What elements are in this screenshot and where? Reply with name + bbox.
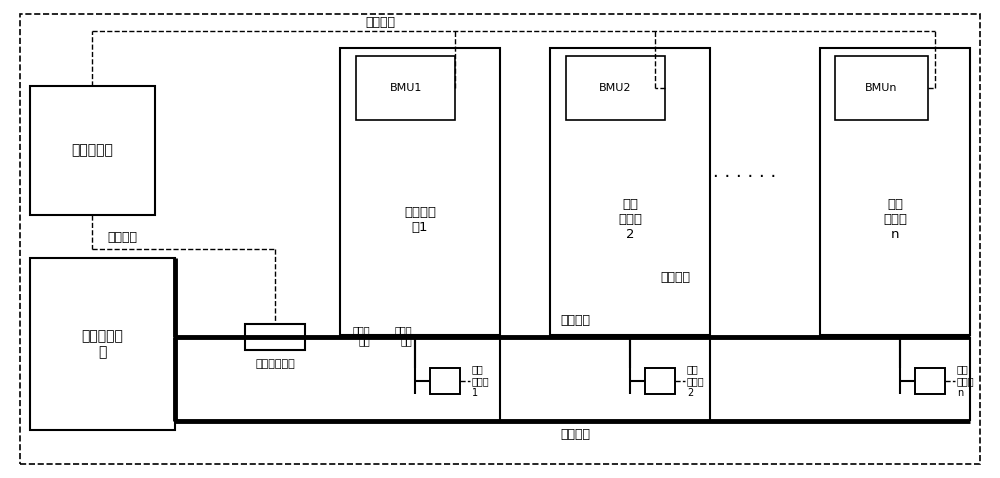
- Text: 支路
电磁阀
2: 支路 电磁阀 2: [687, 365, 705, 398]
- Bar: [245, 324, 305, 350]
- Bar: [340, 48, 500, 335]
- Bar: [645, 368, 675, 394]
- Bar: [566, 56, 665, 120]
- Text: 支路
电磁阀
n: 支路 电磁阀 n: [957, 365, 975, 398]
- Text: BMUn: BMUn: [865, 83, 898, 93]
- Text: · · · · · ·: · · · · · ·: [713, 168, 777, 186]
- Text: 主进水管: 主进水管: [560, 428, 590, 441]
- Text: 系统控制器: 系统控制器: [72, 143, 113, 158]
- Text: BMU2: BMU2: [599, 83, 632, 93]
- Text: 液冷
电池包
2: 液冷 电池包 2: [618, 198, 642, 241]
- Bar: [835, 56, 928, 120]
- Text: 主出水管: 主出水管: [560, 315, 590, 327]
- Bar: [30, 258, 175, 430]
- Text: 液冷电池
包1: 液冷电池 包1: [404, 206, 436, 234]
- Text: 支路
电磁阀
1: 支路 电磁阀 1: [472, 365, 490, 398]
- Text: 支路出
水管: 支路出 水管: [352, 325, 370, 347]
- Bar: [550, 48, 710, 335]
- Text: 通讯回路: 通讯回路: [660, 271, 690, 284]
- Bar: [915, 368, 945, 394]
- Text: BMU1: BMU1: [389, 83, 422, 93]
- Text: 支路进
水管: 支路进 水管: [394, 325, 412, 347]
- Text: 通讯回路: 通讯回路: [365, 16, 395, 29]
- Bar: [820, 48, 970, 335]
- Bar: [30, 86, 155, 215]
- Text: 温度调节系
统: 温度调节系 统: [82, 329, 123, 359]
- Bar: [430, 368, 460, 394]
- Text: 液冷
电池包
n: 液冷 电池包 n: [883, 198, 907, 241]
- Text: 主管道电磁阀: 主管道电磁阀: [255, 358, 295, 369]
- Text: 通讯回路: 通讯回路: [107, 231, 137, 244]
- Bar: [356, 56, 455, 120]
